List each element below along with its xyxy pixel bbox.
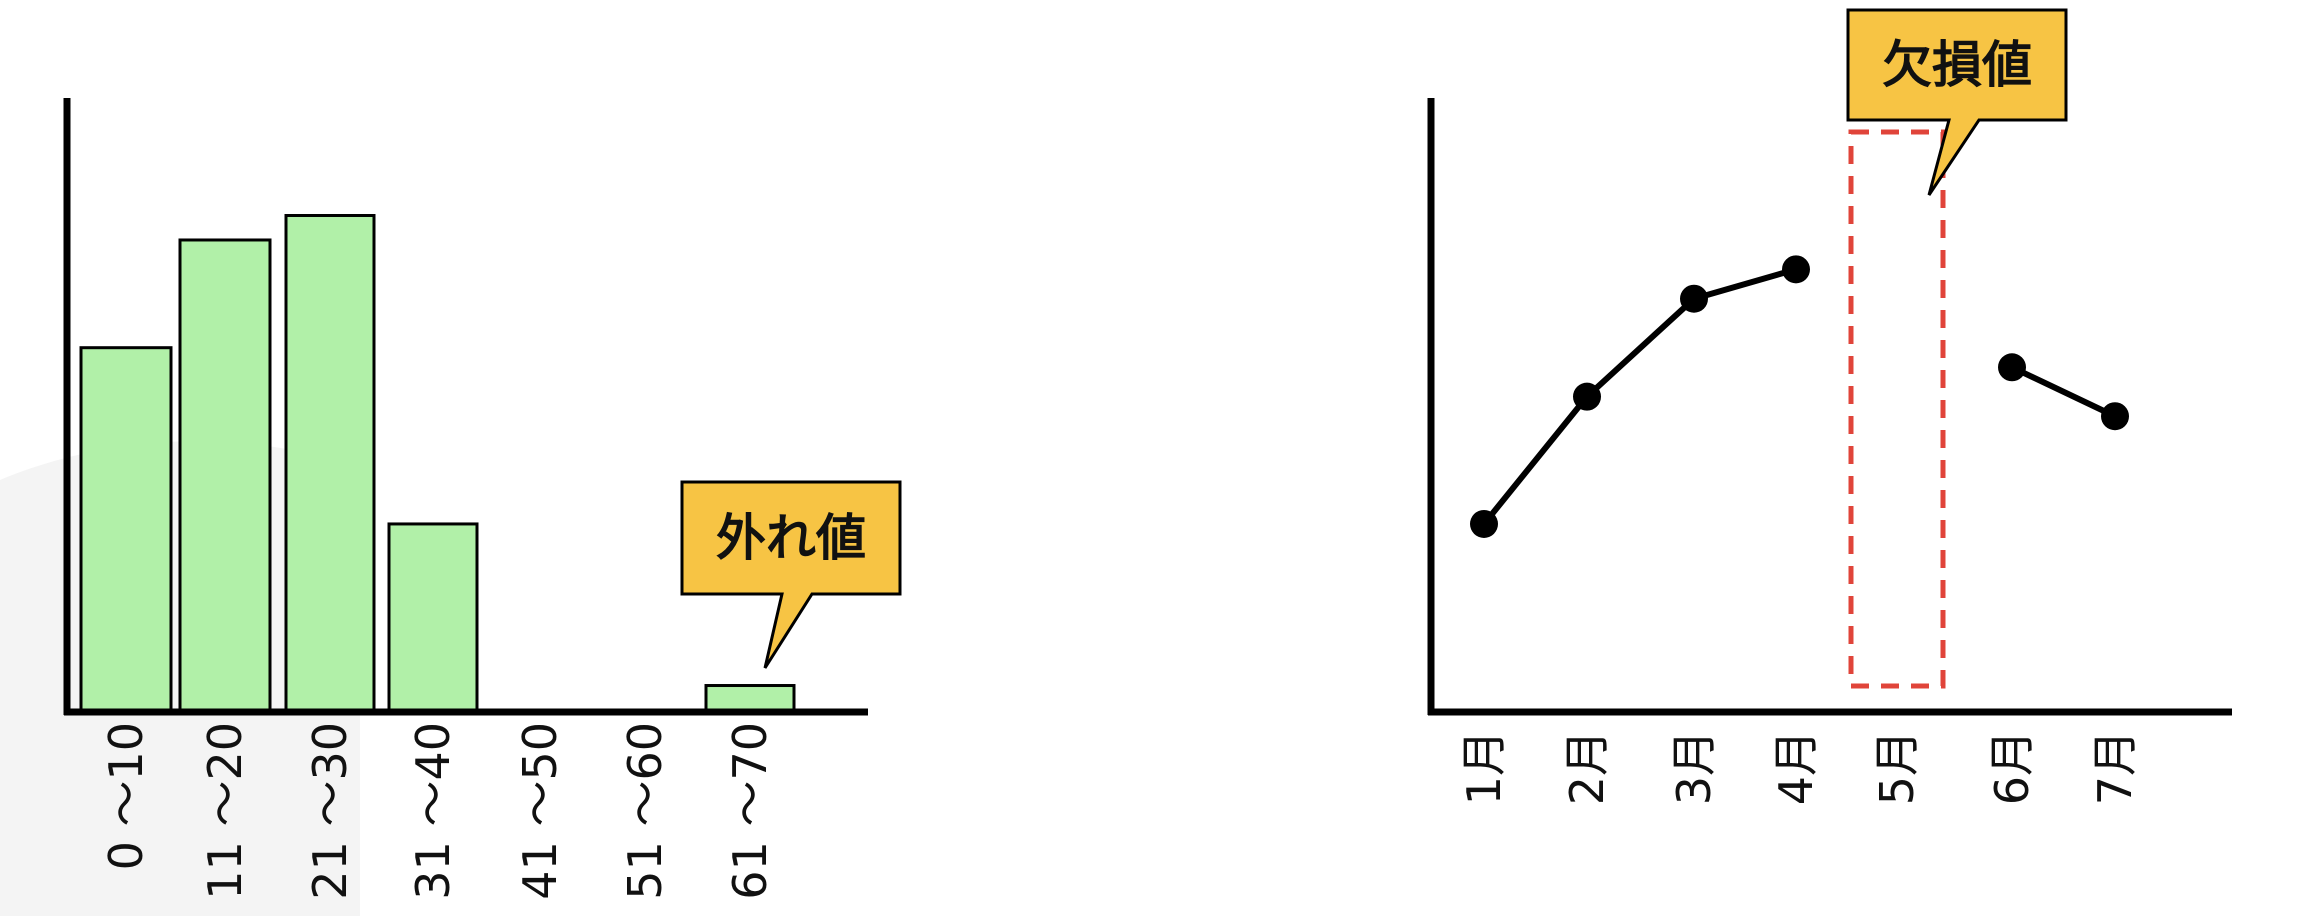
histogram-tick-label: 11 〜20 [198,722,252,900]
line-chart-series [1481,266,2118,527]
histogram-bar-31-40 [387,522,479,712]
line-chart-tick-label: 7月 [2088,730,2142,805]
missing-value-callout-text: 欠損値 [1882,36,2032,94]
missing-value-box [1848,129,1946,689]
histogram-tick-label: 61 〜70 [723,722,777,900]
line-chart-tick-label: 4月 [1769,730,1823,805]
line-point-2月 [1573,382,1601,411]
outlier-callout: 外れ値 [680,480,902,669]
histogram-tick-label: 31 〜40 [406,722,460,900]
line-point-4月 [1782,255,1810,284]
line-point-7月 [2101,402,2129,431]
line-segment [1691,266,1799,302]
missing-value-callout: 欠損値 [1846,8,2068,196]
line-point-3月 [1680,284,1708,313]
monthly-line-chart: 1月 2月 3月 4月 5月 6月 7月 欠損値 [1427,8,2232,805]
histogram-bars [79,214,796,712]
histogram-tick-label: 41 〜50 [513,722,567,900]
line-chart-x-tick-labels: 1月 2月 3月 4月 5月 6月 7月 [1457,730,2142,805]
line-segment [1584,295,1697,400]
line-chart-points [1470,255,2129,538]
outlier-callout-bubble [680,480,902,669]
line-chart-tick-label: 6月 [1985,730,2039,805]
line-chart-tick-label: 1月 [1457,730,1511,805]
histogram-chart: 0 〜10 11 〜20 21 〜30 31 〜40 41 〜50 51 〜60 61 〜7… [63,98,902,900]
histogram-bar-61-70 [704,684,796,712]
line-chart-tick-label: 2月 [1560,730,1614,805]
histogram-tick-label: 0 〜10 [99,722,153,870]
histogram-x-tick-labels: 0 〜10 11 〜20 21 〜30 31 〜40 41 〜50 51 〜60 61 〜7… [99,722,777,900]
histogram-tick-label: 21 〜30 [303,722,357,900]
line-chart-tick-label: 5月 [1870,730,1924,805]
histogram-tick-label: 51 〜60 [618,722,672,900]
outlier-callout-text: 外れ値 [716,509,866,567]
line-point-1月 [1470,509,1498,538]
histogram-bar-21-30 [284,214,376,712]
line-segment [2009,364,2118,420]
line-point-6月 [1998,353,2026,382]
missing-value-callout-bubble [1846,8,2068,196]
line-chart-tick-label: 3月 [1667,730,1721,805]
line-segment [1481,393,1590,527]
histogram-bar-0-10 [79,346,173,712]
histogram-bar-11-20 [178,238,272,712]
